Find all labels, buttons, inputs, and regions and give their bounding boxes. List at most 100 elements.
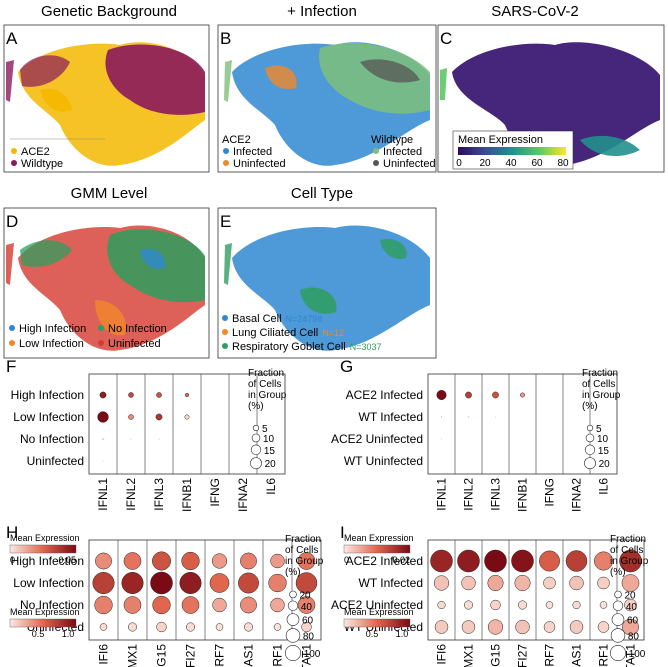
dot-wt-infected-ifnl3 <box>494 416 497 418</box>
dot-ace2-uninfected-stat1 <box>624 598 637 612</box>
dot-low-infection-ifnl1 <box>97 411 109 423</box>
legend-swatch-ace2 <box>11 148 17 154</box>
dot-high-infection-ifi27 <box>181 551 200 571</box>
dot-high-infection-rf1 <box>270 553 285 569</box>
row-label: Low Infection <box>13 410 84 424</box>
colorbar-tick: 40 <box>505 158 517 169</box>
size-legend-title: of Cells <box>248 379 281 390</box>
dot-ace2-uninfected-ifi6 <box>437 600 446 610</box>
gene-label-ifnb1: IFNB1 <box>180 478 194 512</box>
row-label: WT Uninfected <box>344 454 423 468</box>
dot-low-infection-rf1 <box>268 573 287 593</box>
dot-no-infection-oas1 <box>240 596 257 614</box>
size-legend-title: Fraction <box>582 368 618 379</box>
gene-label-stat1: STAT1 <box>624 644 638 667</box>
size-legend-label: 10 <box>597 434 609 445</box>
dot-wt-infected-ifnl2 <box>467 416 470 418</box>
dot-ace2-infected-isg15 <box>484 549 507 573</box>
size-legend-label: 100 <box>629 649 646 660</box>
dot-ace2-uninfected-irf7 <box>545 601 554 609</box>
size-legend-label: 5 <box>596 424 602 435</box>
mean-expression-tick: 1.0 <box>396 629 409 639</box>
dot-low-infection-isg15 <box>150 571 173 595</box>
dot-high-infection-ifnl2 <box>128 392 134 398</box>
panel-d-legend: High Infection No Infection Low Infectio… <box>9 323 167 350</box>
legend-label-uninfected: Uninfected <box>108 338 161 350</box>
size-legend-title: of Cells <box>285 545 318 556</box>
size-legend-label: 40 <box>626 602 638 613</box>
legend-swatch-uninfected <box>98 340 104 346</box>
size-legend-title: of Cells <box>610 545 643 556</box>
mean-expression-title: Mean Expression <box>10 533 80 543</box>
dot-wt-uninfected-rf1 <box>597 621 610 633</box>
dot-ace2-uninfected-rf1 <box>599 601 608 609</box>
dot-no-infection-ifi6 <box>94 595 113 615</box>
panel-c-title: SARS-CoV-2 <box>491 3 579 20</box>
dot-no-infection-rf1 <box>270 597 285 613</box>
gene-label-il6: IL6 <box>597 478 611 495</box>
size-legend-title: in Group <box>610 556 649 567</box>
row-label: WT Infected <box>359 576 423 590</box>
legend-label-ace2-infected: Infected <box>233 146 272 158</box>
size-legend-dot <box>612 600 624 611</box>
row-label: ACE2 Uninfected <box>331 598 423 612</box>
dot-low-infection-stat1 <box>295 572 318 594</box>
mean-expression-gradient <box>9 544 77 554</box>
panel-d-letter: D <box>6 212 18 231</box>
dot-wt-infected-rf1 <box>597 576 610 590</box>
dot-wt-infected-ifi27 <box>514 574 531 592</box>
legend-count-ciliated: N=12 <box>322 328 344 338</box>
size-legend-label: 20 <box>624 590 636 601</box>
dot-high-infection-il6 <box>270 394 272 396</box>
panel-f-letter: F <box>6 357 16 376</box>
size-legend-dot <box>251 433 261 443</box>
dot-high-infection-ifnl3 <box>156 392 162 398</box>
dot-low-infection-ifi27 <box>179 572 202 594</box>
size-legend-label: 60 <box>627 616 639 627</box>
size-legend-title: in Group <box>285 556 324 567</box>
dot-wt-infected-mx1 <box>461 575 476 591</box>
size-legend-title: in Group <box>248 390 287 401</box>
panel-d-title: GMM Level <box>71 185 148 202</box>
panel-c-scatter <box>440 42 660 166</box>
gene-label-ifng: IFNG <box>208 478 222 507</box>
legend-swatch-basal <box>222 315 228 321</box>
size-legend-label: 20 <box>299 590 311 601</box>
dot-high-infection-ifi6 <box>95 552 112 570</box>
legend-entry-goblet: Respiratory Goblet Cell N=3037 <box>232 341 382 353</box>
panel-e-frame <box>217 207 437 359</box>
gene-label-ifi6: IFI6 <box>435 644 449 665</box>
mean-expression-tick: 0.05 <box>58 555 76 565</box>
dot-no-infection-irf7 <box>212 597 227 613</box>
dot-uninfected-ifi27 <box>185 622 196 632</box>
legend-swatch-wt-infected <box>373 148 379 154</box>
size-legend-dot <box>609 645 626 662</box>
gene-label-oas1: OAS1 <box>242 644 256 667</box>
mean-expression-title: Mean Expression <box>344 607 414 617</box>
legend-label-ciliated: Lung Ciliated Cell <box>232 327 318 339</box>
dot-low-infection-oas1 <box>238 572 259 594</box>
legend-swatch-wildtype <box>11 160 17 166</box>
size-legend-label: 40 <box>301 602 313 613</box>
gene-label-ifi6: IFI6 <box>97 644 111 665</box>
dot-low-infection-ifi6 <box>92 572 115 594</box>
legend-swatch-no-infection <box>98 325 104 331</box>
dot-ace2-infected-ifnl2 <box>465 391 472 399</box>
dot-high-infection-ifnb1 <box>184 392 190 398</box>
dot-wt-uninfected-oas1 <box>569 620 584 634</box>
size-legend-title: Fraction <box>248 368 284 379</box>
row-label: ACE2 Infected <box>346 554 423 568</box>
dotplot-frame <box>88 373 286 475</box>
row-label: Low Infection <box>13 576 84 590</box>
gene-label-rf1: RF1 <box>271 644 285 667</box>
legend-title-ace2: ACE2 <box>222 134 251 146</box>
size-legend-title: (%) <box>582 401 598 412</box>
mean-expression-tick: 0.02 <box>392 555 410 565</box>
legend-label-ace2: ACE2 <box>21 146 50 158</box>
panel-a-letter: A <box>6 29 18 48</box>
dot-uninfected-isg15 <box>156 621 167 633</box>
mean-expression-gradient <box>343 544 411 554</box>
dot-wt-uninfected-stat1 <box>622 618 639 636</box>
legend-swatch-wt-uninfected <box>373 160 379 166</box>
row-label: ACE2 Uninfected <box>331 432 423 446</box>
